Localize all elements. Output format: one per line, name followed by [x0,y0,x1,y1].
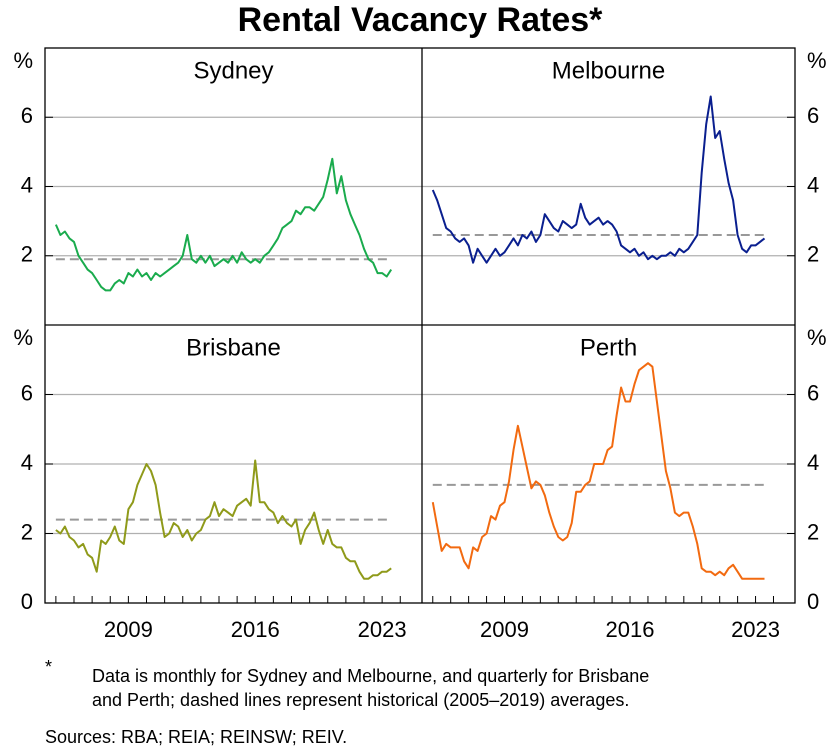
x-tick-label: 2023 [358,617,407,642]
y-tick-label: 2 [807,242,819,267]
y-tick-label: 2 [21,242,33,267]
y-tick-label: 6 [807,380,819,405]
y-tick-label: 6 [807,103,819,128]
y-tick-label: 6 [21,103,33,128]
footnote: Data is monthly for Sydney and Melbourne… [92,666,649,686]
y-tick-label: 4 [21,172,33,197]
series-line [55,459,392,580]
x-tick-label: 2009 [104,617,153,642]
panel-title: Sydney [193,57,273,84]
y-axis-unit: % [13,48,33,73]
x-tick-label: 2009 [480,617,529,642]
y-tick-label: 4 [21,450,33,475]
y-axis-unit: % [807,325,827,350]
x-tick-label: 2016 [231,617,280,642]
panel-title: Perth [580,334,637,361]
y-tick-label: 4 [807,172,819,197]
x-tick-label: 2016 [606,617,655,642]
y-tick-label: 2 [807,519,819,544]
y-tick-label: 0 [21,589,33,614]
series-line [431,95,766,264]
y-tick-label: 6 [21,380,33,405]
y-tick-label: 2 [21,519,33,544]
sources: Sources: RBA; REIA; REINSW; REIV. [45,727,347,747]
y-tick-label: 0 [807,589,819,614]
footnote: and Perth; dashed lines represent histor… [92,690,629,710]
panel-title: Brisbane [186,334,281,361]
series-line [54,157,393,292]
series-line [431,362,765,580]
y-axis-unit: % [13,325,33,350]
y-axis-unit: % [807,48,827,73]
panel-title: Melbourne [552,57,665,84]
x-tick-label: 2023 [731,617,780,642]
y-tick-label: 4 [807,450,819,475]
footnote-marker: * [45,657,52,677]
chart-title: Rental Vacancy Rates* [238,1,604,39]
